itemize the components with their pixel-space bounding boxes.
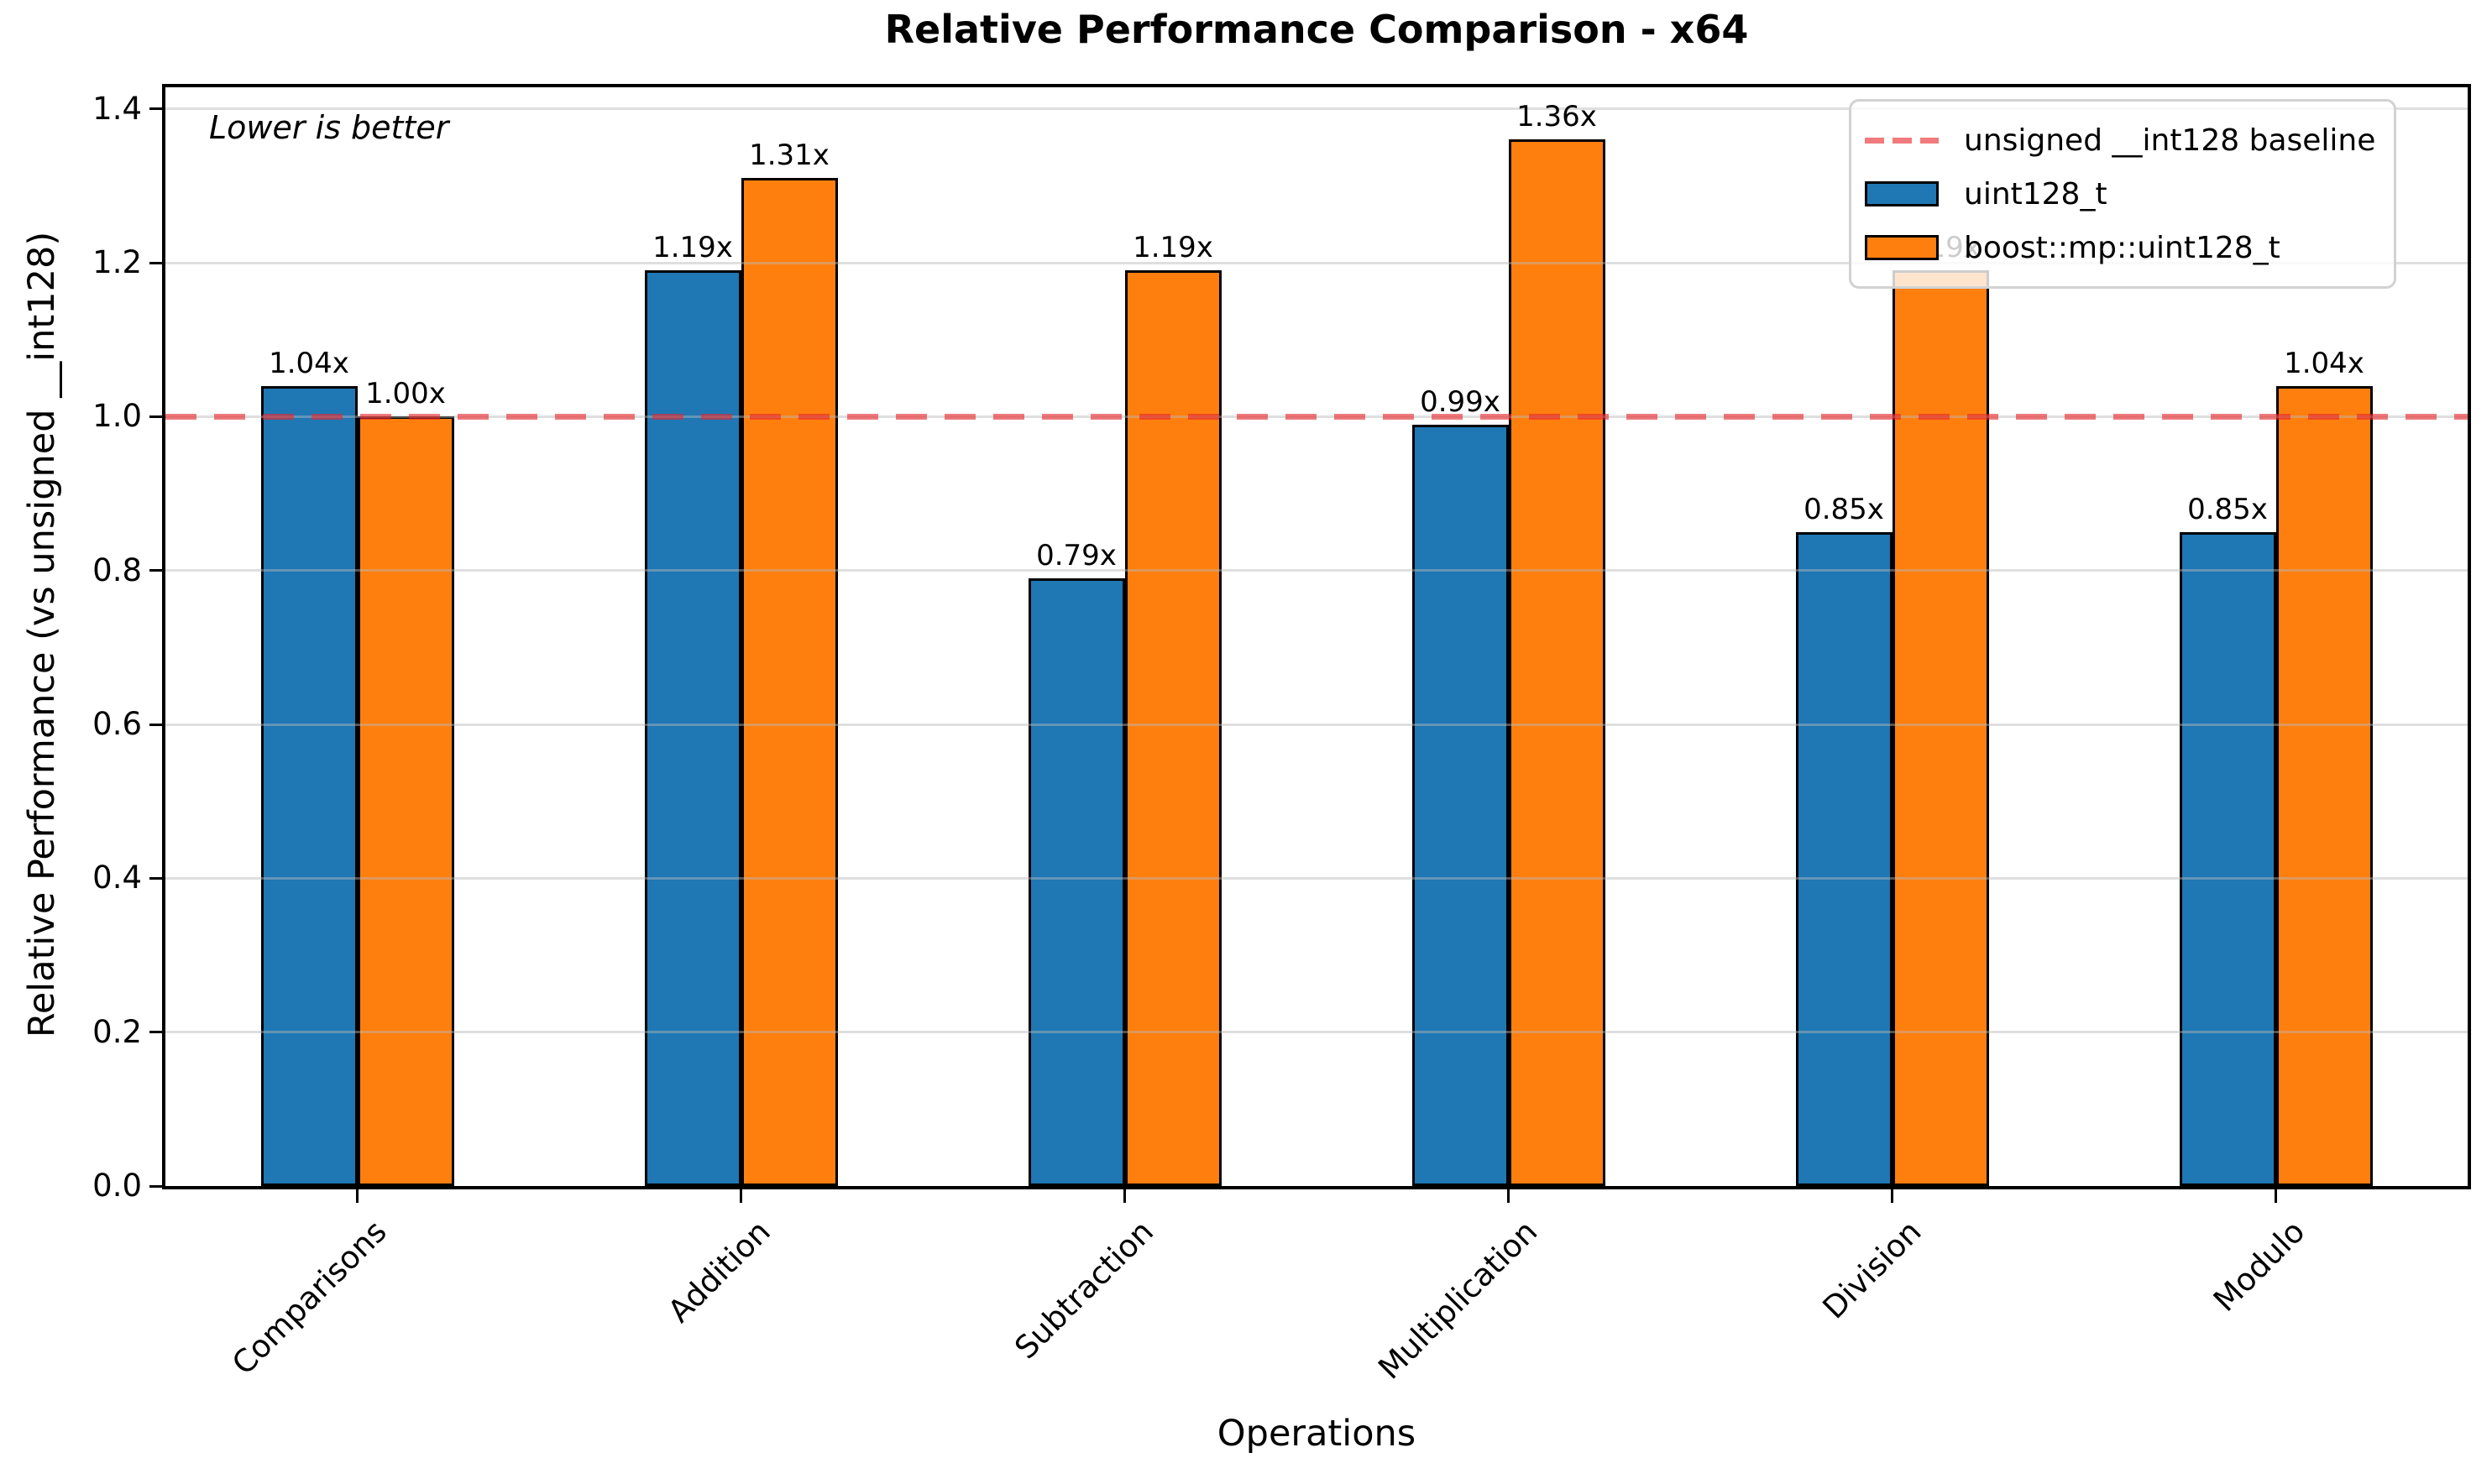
boost-mp-uint128-t-swatch <box>1865 235 1939 260</box>
y-tick-label-1.4: 1.4 <box>92 90 142 127</box>
y-tick-0.2 <box>149 1031 162 1034</box>
bar-label-uint128_t-Comparisons: 1.04x <box>269 346 349 380</box>
annotation-lower-is-better: Lower is better <box>209 109 449 146</box>
legend-item-boost-mp-uint128-t: boost::mp::uint128_t <box>1865 221 2375 274</box>
y-tick-1.4 <box>149 107 162 111</box>
bar-boost::mp::uint128_t-Addition <box>741 178 838 1186</box>
bar-label-boost::mp::uint128_t-Multiplication: 1.36x <box>1516 100 1597 134</box>
gridline-y-1 <box>165 415 2468 418</box>
uint128-t-swatch <box>1865 181 1939 206</box>
y-tick-0.6 <box>149 723 162 726</box>
y-tick-1.0 <box>149 415 162 418</box>
bar-boost::mp::uint128_t-Subtraction <box>1124 270 1222 1186</box>
x-tick-label-text-Comparisons: Comparisons <box>224 1213 394 1382</box>
y-tick-label-0.0: 0.0 <box>92 1168 142 1204</box>
bar-label-boost::mp::uint128_t-Modulo: 1.04x <box>2284 346 2364 380</box>
bar-uint128_t-Multiplication <box>1411 424 1509 1186</box>
bar-label-boost::mp::uint128_t-Subtraction: 1.19x <box>1133 231 1213 265</box>
bar-label-uint128_t-Subtraction: 0.79x <box>1036 538 1117 572</box>
bar-uint128_t-Comparisons <box>260 385 358 1186</box>
bar-boost::mp::uint128_t-Multiplication <box>1508 139 1605 1186</box>
bar-label-boost::mp::uint128_t-Addition: 1.31x <box>749 138 830 173</box>
bar-boost::mp::uint128_t-Division <box>1892 270 1989 1186</box>
bar-uint128_t-Addition <box>644 270 741 1186</box>
x-tick-label-text-Modulo: Modulo <box>2207 1213 2312 1319</box>
legend-label-boost-mp-uint128-t: boost::mp::uint128_t <box>1964 230 2280 265</box>
bar-label-uint128_t-Modulo: 0.85x <box>2187 492 2268 526</box>
baseline-dashed-line <box>165 413 2468 420</box>
legend: unsigned __int128 baseline uint128_t boo… <box>1849 99 2397 289</box>
legend-label-uint128-t: uint128_t <box>1964 176 2107 212</box>
gridline-y-0.4 <box>165 876 2468 880</box>
bar-label-uint128_t-Multiplication: 0.99x <box>1420 384 1500 419</box>
y-tick-label-0.6: 0.6 <box>92 706 142 742</box>
y-tick-label-0.4: 0.4 <box>92 860 142 896</box>
y-tick-0.4 <box>149 876 162 880</box>
bar-uint128_t-Division <box>1795 531 1893 1186</box>
bar-uint128_t-Modulo <box>2179 531 2276 1186</box>
x-axis-label: Operations <box>1217 1413 1416 1455</box>
bar-boost::mp::uint128_t-Modulo <box>2275 385 2373 1186</box>
x-tick-Modulo <box>2275 1189 2277 1203</box>
gridline-y-0.2 <box>165 1031 2468 1034</box>
legend-item-uint128-t: uint128_t <box>1865 167 2375 221</box>
bar-label-boost::mp::uint128_t-Comparisons: 1.00x <box>365 377 446 411</box>
x-tick-Multiplication <box>1507 1189 1510 1203</box>
legend-label-baseline: unsigned __int128 baseline <box>1964 123 2376 158</box>
y-tick-0.8 <box>149 569 162 572</box>
bar-label-uint128_t-Addition: 1.19x <box>652 231 733 265</box>
x-tick-label-text-Addition: Addition <box>661 1213 777 1330</box>
x-tick-Comparisons <box>356 1189 359 1203</box>
baseline-dash-sample <box>1865 137 1939 144</box>
y-tick-0.0 <box>149 1184 162 1188</box>
gridline-y-0.8 <box>165 569 2468 572</box>
chart-title: Relative Performance Comparison - x64 <box>884 7 1749 52</box>
x-tick-label-text-Division: Division <box>1815 1213 1929 1326</box>
y-tick-label-1.2: 1.2 <box>92 244 142 280</box>
x-tick-Subtraction <box>1123 1189 1126 1203</box>
legend-item-baseline: unsigned __int128 baseline <box>1865 113 2375 167</box>
y-tick-1.2 <box>149 261 162 264</box>
y-tick-label-1.0: 1.0 <box>92 398 142 435</box>
y-axis-label: Relative Performance (vs unsigned __int1… <box>21 231 63 1038</box>
x-tick-label-text-Multiplication: Multiplication <box>1371 1213 1545 1387</box>
gridline-y-0.6 <box>165 723 2468 726</box>
bar-label-uint128_t-Division: 0.85x <box>1804 492 1884 526</box>
x-tick-Division <box>1891 1189 1893 1203</box>
y-tick-label-0.2: 0.2 <box>92 1013 142 1050</box>
bar-uint128_t-Subtraction <box>1028 577 1125 1186</box>
bar-boost::mp::uint128_t-Comparisons <box>357 416 454 1186</box>
x-tick-label-text-Subtraction: Subtraction <box>1008 1213 1161 1366</box>
x-tick-Addition <box>740 1189 742 1203</box>
y-tick-label-0.8: 0.8 <box>92 551 142 588</box>
